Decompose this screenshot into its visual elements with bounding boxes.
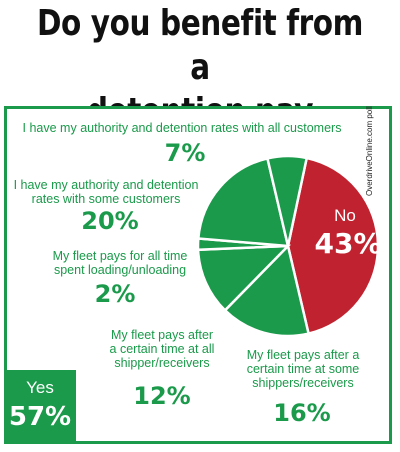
pie-slice-some-customers xyxy=(196,156,290,248)
yes-pct: 57% xyxy=(8,402,72,432)
pct-some-shippers: 16% xyxy=(273,399,331,427)
label-some-shippers-line2: certain time at some xyxy=(246,362,360,376)
pct-all-customers: 7% xyxy=(164,139,206,167)
no-label: No xyxy=(334,206,356,225)
label-all-time: My fleet pays for all time spent loading… xyxy=(40,249,200,277)
pie-slice-some-shippers xyxy=(223,243,311,338)
label-some-shippers: My fleet pays after a certain time at so… xyxy=(226,348,380,390)
title-line-1: Do you benefit from a xyxy=(36,3,364,88)
label-some-customers-line1: I have my authority and detention xyxy=(13,178,199,192)
label-all-shippers-line3: shipper/receivers xyxy=(114,356,210,370)
pie-slice-all-customers xyxy=(265,154,309,247)
no-pct: 43% xyxy=(314,227,382,260)
label-all-shippers-line2: a certain time at all xyxy=(109,342,215,356)
pie-slice-no xyxy=(286,156,380,336)
label-all-customers: I have my authority and detention rates … xyxy=(14,121,350,135)
pct-some-customers: 20% xyxy=(81,207,139,235)
yes-label: Yes xyxy=(26,378,54,397)
label-some-shippers-line3: shippers/receivers xyxy=(252,376,354,390)
pct-all-shippers: 12% xyxy=(133,382,191,410)
label-some-customers: I have my authority and detention rates … xyxy=(8,178,204,206)
label-all-shippers: My fleet pays after a certain time at al… xyxy=(88,328,236,370)
label-all-customers-line1: I have my authority and detention rates … xyxy=(22,121,342,135)
label-some-shippers-line1: My fleet pays after a xyxy=(246,348,360,362)
source-credit: OverdriveOnline.com poll xyxy=(365,106,374,196)
label-all-shippers-line1: My fleet pays after xyxy=(110,328,214,342)
pct-all-time: 2% xyxy=(94,280,136,308)
label-all-time-line2: spent loading/unloading xyxy=(53,263,187,277)
label-some-customers-line2: rates with some customers xyxy=(31,192,181,206)
pie-slice-all-shippers xyxy=(196,244,292,313)
label-all-time-line1: My fleet pays for all time xyxy=(52,249,188,263)
yes-box xyxy=(4,370,76,444)
